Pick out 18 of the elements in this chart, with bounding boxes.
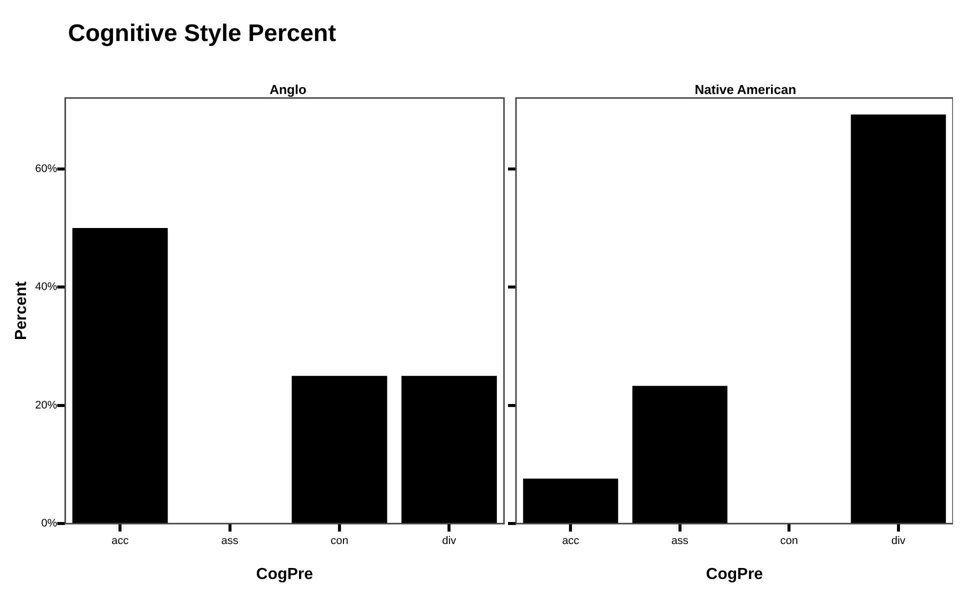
chart-subtitle: Native American (694, 82, 798, 97)
x-tick-label: ass (221, 535, 239, 548)
x-axis-title: CogPre (256, 566, 314, 583)
x-tick-label: acc (562, 535, 580, 548)
y-axis-title: Percent (13, 280, 30, 340)
x-tick-label: div (442, 535, 457, 548)
chart-title: Cognitive Style Percent (67, 19, 338, 49)
x-tick-label: ass (671, 535, 689, 548)
x-tick-label: con (330, 535, 348, 548)
y-tick-label: 0% (41, 518, 58, 530)
y-tick-label: 40% (35, 281, 58, 294)
x-axis-title: CogPre (706, 566, 764, 583)
y-tick-label: 60% (35, 162, 58, 175)
x-tick-label: con (780, 535, 798, 548)
chart-subtitle: Anglo (268, 82, 308, 97)
x-tick-label: acc (112, 535, 130, 548)
x-tick-label: div (891, 535, 906, 548)
y-tick-label: 20% (35, 399, 58, 412)
